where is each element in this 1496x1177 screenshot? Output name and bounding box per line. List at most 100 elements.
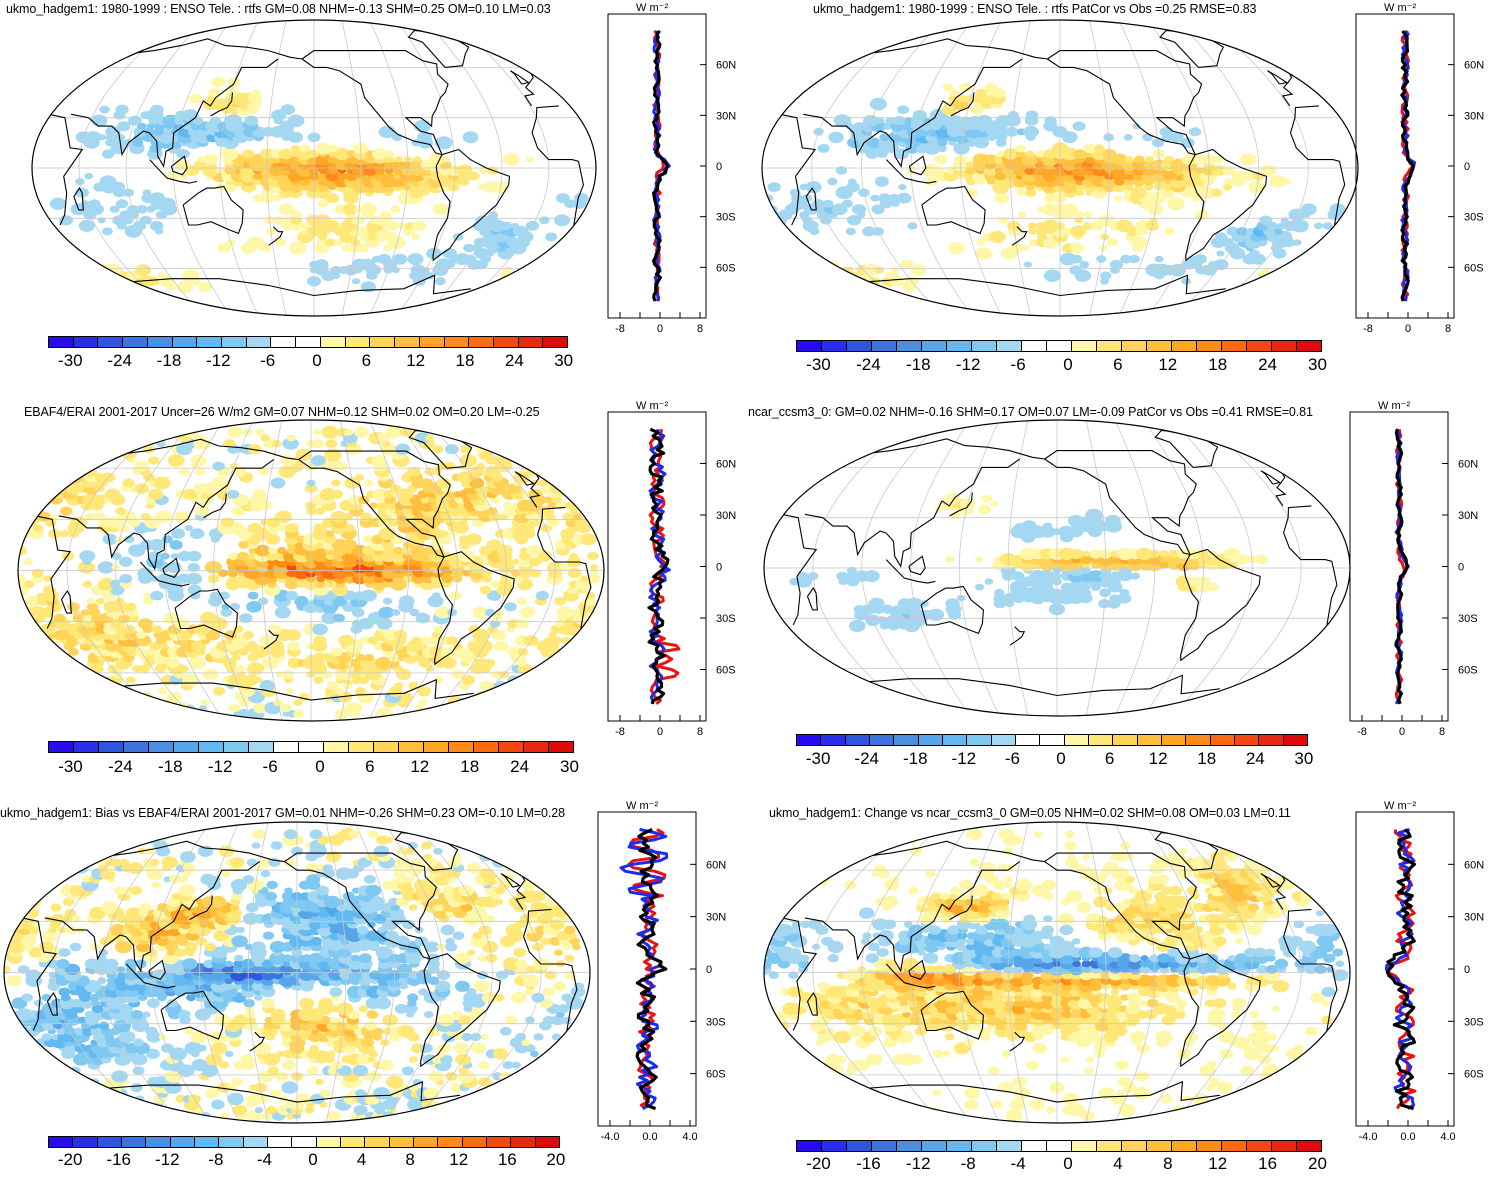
- field-blob: [1159, 550, 1169, 558]
- field-blob: [6, 975, 22, 987]
- field-blob: [137, 122, 147, 130]
- field-blob: [975, 247, 993, 260]
- colorbar-tick-label: 30: [554, 351, 574, 370]
- field-blob: [1129, 954, 1141, 963]
- field-blob: [537, 550, 552, 562]
- field-blob: [1234, 938, 1243, 945]
- field-blob: [304, 1106, 315, 1114]
- field-blob: [355, 653, 366, 662]
- colorbar-swatch: [844, 735, 869, 745]
- field-blob: [1208, 1110, 1223, 1122]
- field-blob: [901, 122, 913, 131]
- field-blob: [440, 827, 458, 841]
- field-blob: [924, 965, 936, 974]
- field-blob: [49, 197, 67, 210]
- field-blob: [325, 439, 338, 448]
- field-blob: [445, 942, 458, 952]
- field-blob: [317, 199, 329, 208]
- field-blob: [1081, 567, 1091, 574]
- field-blob: [1231, 1010, 1241, 1019]
- field-blob: [279, 703, 292, 713]
- field-blob: [98, 1021, 110, 1030]
- field-blob: [1169, 132, 1184, 143]
- field-blob: [200, 611, 218, 625]
- field-blob: [414, 119, 432, 133]
- field-blob: [422, 546, 433, 555]
- field-blob: [1079, 554, 1093, 565]
- colorbar-tick-label: -18: [905, 355, 931, 374]
- field-blob: [331, 272, 341, 279]
- field-blob: [318, 997, 333, 1009]
- field-blob: [1105, 514, 1121, 527]
- field-blob: [1082, 550, 1091, 557]
- field-blob: [923, 952, 939, 964]
- field-blob: [359, 203, 377, 216]
- profile-lat-label: 0: [706, 964, 712, 976]
- field-blob: [294, 595, 309, 607]
- field-blob: [219, 1061, 229, 1069]
- field-blob: [373, 845, 390, 857]
- field-blob: [92, 494, 108, 506]
- field-blob: [252, 965, 264, 974]
- field-blob: [97, 134, 107, 141]
- field-blob: [836, 571, 849, 581]
- panel-title: ukmo_hadgem1: Change vs ncar_ccsm3_0 GM=…: [769, 806, 1291, 820]
- field-blob: [119, 432, 135, 444]
- field-blob: [130, 886, 143, 896]
- colorbar-swatch: [1021, 341, 1046, 351]
- field-blob: [883, 1103, 901, 1117]
- field-blob: [1209, 1078, 1221, 1086]
- field-blob: [95, 598, 105, 605]
- colorbar-swatch: [388, 1137, 413, 1147]
- field-blob: [373, 171, 387, 181]
- field-blob: [211, 76, 226, 88]
- colorbar-swatch: [120, 1137, 146, 1147]
- panel-model-enso: ukmo_hadgem1: 1980-1999 : ENSO Tele. : r…: [0, 0, 748, 390]
- field-blob: [1117, 1077, 1132, 1087]
- colorbar-swatch: [498, 742, 523, 752]
- field-blob: [407, 253, 424, 266]
- field-blob: [1223, 178, 1233, 185]
- field-blob: [247, 591, 259, 600]
- field-blob: [1181, 277, 1191, 285]
- field-blob: [366, 1010, 379, 1019]
- colorbar-swatch: [846, 341, 871, 351]
- profile-lat-label: 30N: [706, 912, 726, 924]
- colorbar-swatch: [1096, 341, 1121, 351]
- field-blob: [1322, 222, 1333, 230]
- field-blob: [1039, 570, 1055, 582]
- field-blob: [325, 1055, 336, 1064]
- field-blob: [898, 184, 907, 191]
- panel-observations: EBAF4/ERAI 2001-2017 Uncer=26 W/m2 GM=0.…: [0, 398, 748, 788]
- profile-lat-label: 30S: [706, 1016, 726, 1028]
- field-blob: [521, 1039, 531, 1046]
- field-blob: [1071, 938, 1081, 945]
- field-blob: [131, 1105, 145, 1115]
- field-blob: [540, 937, 551, 945]
- colorbar-swatch: [492, 337, 518, 347]
- field-blob: [99, 175, 117, 188]
- colorbar-swatch: [797, 735, 821, 745]
- field-blob: [319, 1089, 331, 1098]
- field-blob: [504, 602, 517, 612]
- world-map: [763, 419, 1351, 717]
- colorbar-swatch: [373, 742, 398, 752]
- field-blob: [1025, 150, 1036, 158]
- field-blob: [208, 88, 221, 98]
- colorbar: [796, 340, 1322, 352]
- colorbar-swatch: [941, 735, 967, 745]
- field-blob: [344, 428, 354, 436]
- map-border: [17, 419, 605, 722]
- field-blob: [458, 1067, 469, 1075]
- field-blob: [579, 575, 589, 582]
- field-blob: [252, 829, 266, 840]
- field-blob: [227, 569, 239, 578]
- field-blob: [190, 1030, 207, 1044]
- field-blob: [375, 946, 393, 959]
- field-blob: [504, 693, 515, 701]
- field-blob: [1241, 171, 1256, 182]
- colorbar-swatch: [193, 1137, 219, 1147]
- field-blob: [417, 131, 432, 143]
- world-map: [761, 19, 1359, 317]
